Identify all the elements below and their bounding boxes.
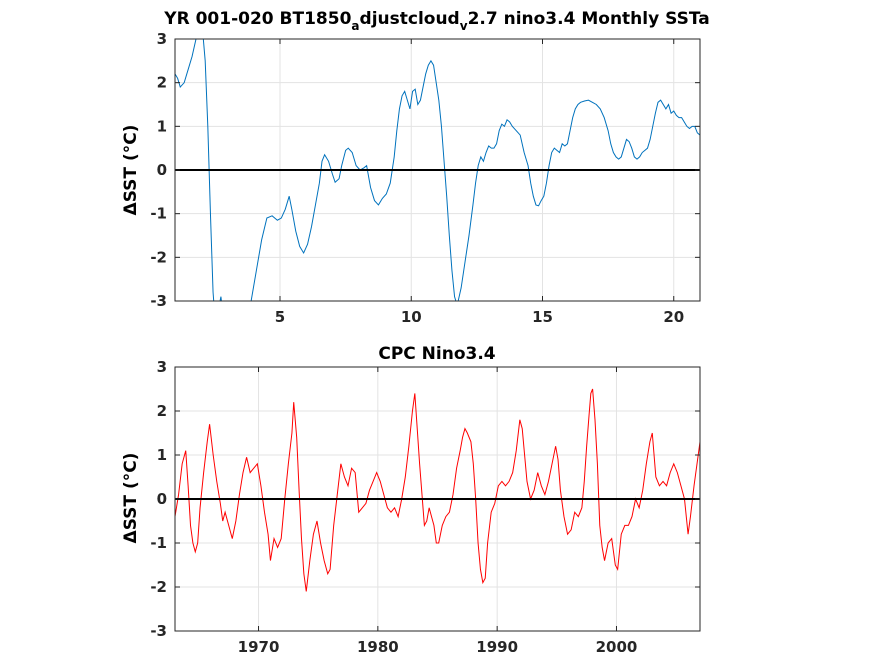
cpc-y-tick-label: 2: [157, 402, 167, 420]
cpc-x-tick-label: 1990: [476, 638, 518, 656]
model-panel-title: YR 001-020 BT1850adjustcloudv2.7 nino3.4…: [163, 9, 709, 33]
cpc-nino34-panel: CPC Nino3.4 ΔSST (°C) 1970 1980 1990 2000 -3…: [121, 344, 701, 656]
cpc-panel-title: CPC Nino3.4: [378, 344, 495, 364]
cpc-series-line-0: [175, 388, 700, 592]
model-y-tick-label: 2: [157, 74, 167, 92]
cpc-y-tick-label: -2: [150, 578, 167, 596]
cpc-y-tick-label: 1: [157, 446, 167, 464]
model-y-tick-label: 3: [157, 30, 167, 48]
cpc-x-tick-label: 1970: [238, 638, 280, 656]
model-y-tick-label: -2: [150, 248, 167, 266]
cpc-y-tick-label: 3: [157, 358, 167, 376]
model-y-tick-label: -3: [150, 292, 167, 310]
model-sst-panel: YR 001-020 BT1850adjustcloudv2.7 nino3.4…: [121, 9, 710, 326]
cpc-y-axis-label: ΔSST (°C): [121, 453, 141, 544]
model-x-tick-label: 20: [663, 308, 684, 326]
cpc-y-tick-label: -1: [150, 534, 167, 552]
cpc-x-tick-label: 2000: [596, 638, 638, 656]
model-x-tick-label: 5: [275, 308, 285, 326]
cpc-y-tick-label: -3: [150, 622, 167, 640]
model-y-tick-label: 0: [157, 161, 167, 179]
model-y-tick-label: -1: [150, 205, 167, 223]
cpc-x-tick-label: 1980: [357, 638, 399, 656]
model-y-axis-label: ΔSST (°C): [121, 125, 141, 216]
model-x-tick-label: 15: [532, 308, 553, 326]
model-series-line-0: [175, 39, 700, 301]
model-y-tick-label: 1: [157, 117, 167, 135]
cpc-y-tick-label: 0: [157, 490, 167, 508]
model-x-tick-label: 10: [401, 308, 422, 326]
